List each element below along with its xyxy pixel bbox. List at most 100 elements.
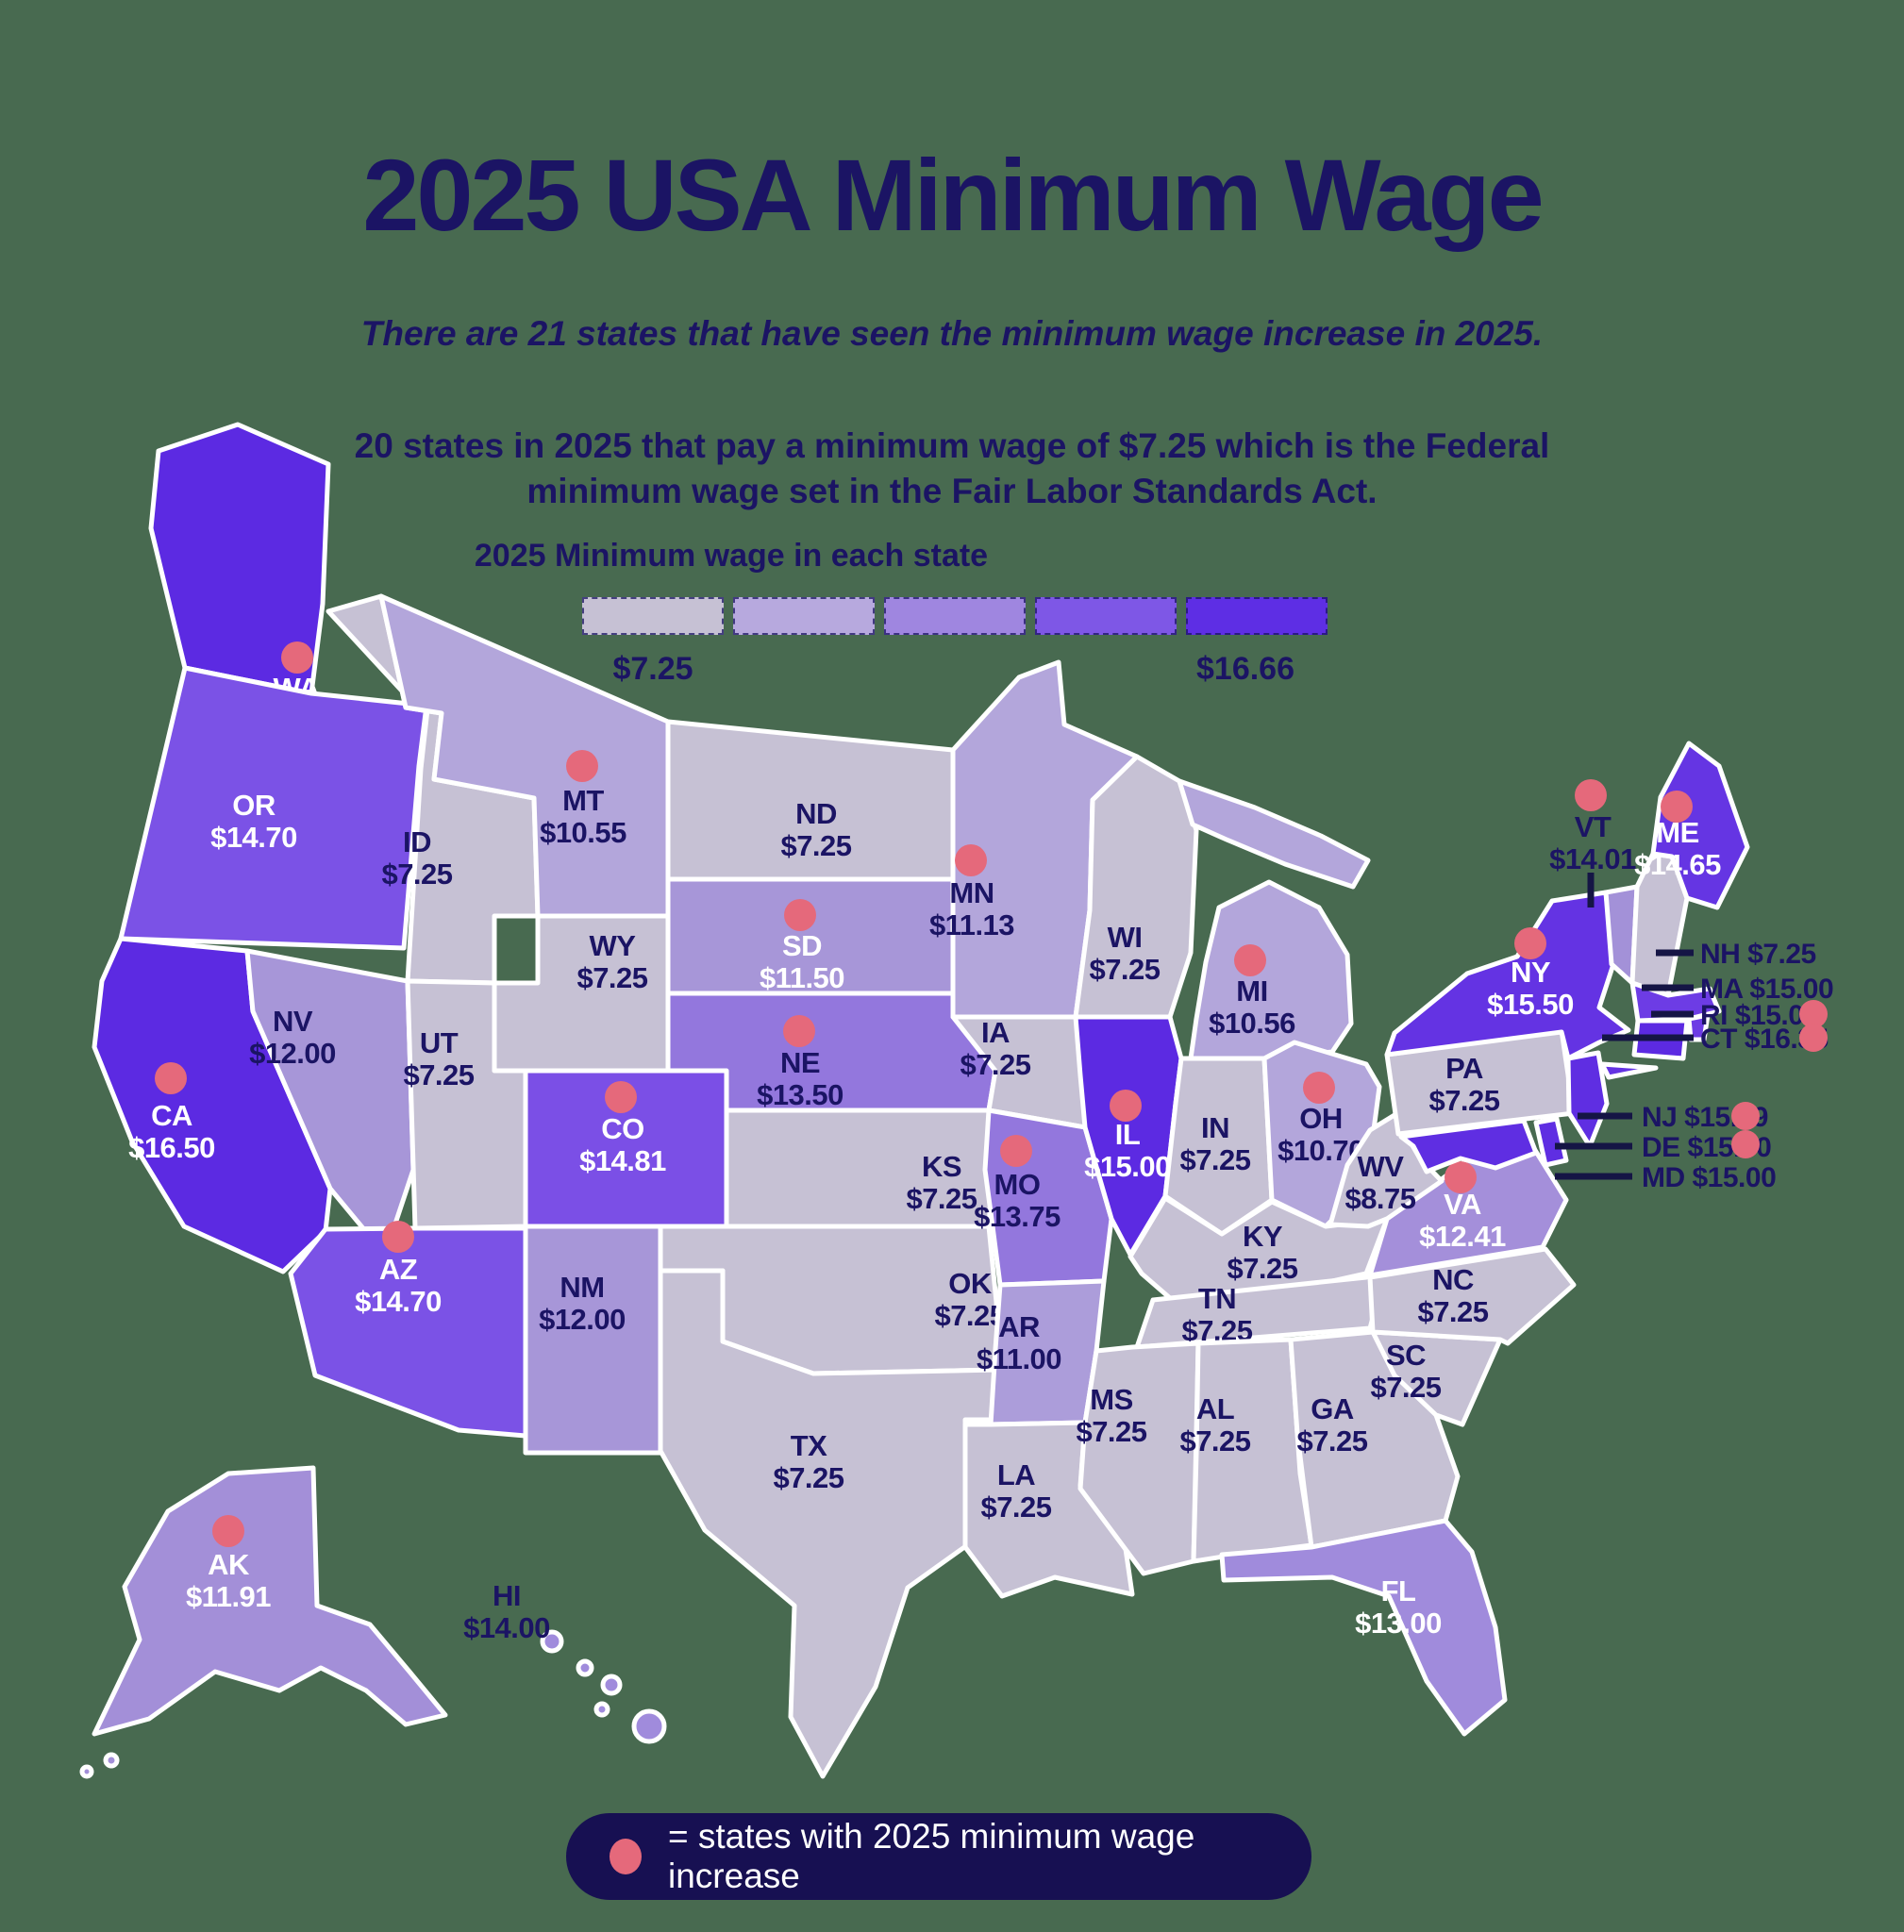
state-abbr-label-ks: KS [922, 1150, 961, 1183]
state-abbr-label-ca: CA [151, 1099, 192, 1132]
state-wage-label-pa: $7.25 [1428, 1084, 1499, 1117]
state-wage-label-co: $14.81 [579, 1144, 666, 1177]
state-ny: NY$15.50 [1384, 890, 1659, 1080]
state-wage-label-wi: $7.25 [1089, 953, 1160, 986]
state-abbr-label-il: IL [1115, 1118, 1141, 1151]
increase-dot-mn [955, 844, 987, 876]
increase-dot-co [605, 1081, 637, 1113]
state-abbr-label-sd: SD [782, 929, 822, 962]
state-wage-label-nm: $12.00 [539, 1303, 626, 1336]
state-wage-label-ia: $7.25 [960, 1048, 1030, 1081]
state-wage-label-al: $7.25 [1179, 1424, 1250, 1457]
state-wage-label-ok: $7.25 [934, 1299, 1005, 1332]
state-co: CO$14.81 [523, 1068, 729, 1229]
state-or: OR$14.70 [118, 665, 429, 951]
state-md [1398, 1118, 1539, 1174]
legend-title: 2025 Minimum wage in each state [474, 538, 989, 574]
state-va: VA$12.41 [1367, 1129, 1569, 1278]
state-abbr-label-ms: MS [1090, 1383, 1133, 1416]
callout-ma: MA $15.00 [1642, 974, 1834, 1005]
state-abbr-label-ak: AK [208, 1548, 250, 1581]
state-wage-label-va: $12.41 [1419, 1220, 1506, 1253]
state-nm: NM$12.00 [523, 1224, 663, 1456]
state-abbr-label-wy: WY [590, 929, 637, 962]
state-abbr-label-wv: WV [1358, 1150, 1405, 1183]
state-wage-label-ak: $11.91 [186, 1580, 271, 1613]
legend-swatch-2 [733, 597, 875, 635]
state-mo: MO$13.75 [974, 1108, 1114, 1288]
state-abbr-label-ne: NE [780, 1046, 820, 1079]
state-pa: PA$7.25 [1384, 1027, 1577, 1137]
northeast-callouts: NH $7.25 MA $15.00 RI $15.00 CT $16.35 N… [1555, 939, 1834, 1193]
state-abbr-label-mt: MT [562, 784, 604, 817]
increase-dot-mt [566, 750, 598, 782]
subtitle: There are 21 states that have seen the m… [360, 314, 1544, 353]
state-ak: AK$11.91 [79, 1465, 448, 1779]
state-wage-label-sc: $7.25 [1370, 1371, 1441, 1404]
increase-dot-nj [1731, 1102, 1760, 1130]
description: 20 states in 2025 that pay a minimum wag… [354, 426, 1550, 511]
state-wage-label-mo: $13.75 [974, 1200, 1061, 1233]
state-abbr-label-pa: PA [1445, 1052, 1483, 1085]
state-abbr-label-la: LA [997, 1458, 1035, 1491]
state-wage-label-ga: $7.25 [1296, 1424, 1367, 1457]
legend-swatch-3 [884, 597, 1026, 635]
state-me: ME$14.65 [1634, 741, 1750, 910]
state-hi: HI$14.00 [463, 1579, 667, 1744]
state-wage-label-wy: $7.25 [576, 961, 647, 994]
state-abbr-label-ok: OK [948, 1267, 993, 1300]
state-wi: WI$7.25 [1073, 754, 1199, 1020]
state-wage-label-id: $7.25 [381, 858, 452, 891]
state-wage-label-ky: $7.25 [1227, 1252, 1297, 1285]
state-abbr-label-oh: OH [1299, 1102, 1343, 1135]
increase-dot-vt [1575, 779, 1607, 811]
state-wage-label-ny: $15.50 [1487, 988, 1574, 1021]
state-wage-label-la: $7.25 [980, 1491, 1051, 1524]
state-wv: WV$8.75 [1328, 1112, 1445, 1229]
state-abbr-label-nv: NV [273, 1005, 313, 1038]
state-nc: NC$7.25 [1367, 1246, 1577, 1346]
state-abbr-label-nc: NC [1432, 1263, 1474, 1296]
callout-de: DE $15.00 [1555, 1130, 1772, 1163]
state-abbr-label-ar: AR [998, 1310, 1040, 1343]
increase-dot-ct [1799, 1024, 1828, 1052]
increase-dot-ne [783, 1015, 815, 1047]
state-nj [1565, 1050, 1610, 1149]
state-abbr-label-az: AZ [379, 1253, 418, 1286]
state-ri [1686, 1012, 1711, 1042]
state-tx: TX$7.25 [658, 1268, 1003, 1779]
state-la: LA$7.25 [962, 1420, 1135, 1599]
increase-dot-az [382, 1221, 414, 1253]
increase-dot-de [1731, 1130, 1760, 1158]
state-wage-label-sd: $11.50 [760, 961, 844, 994]
state-abbr-label-hi: HI [493, 1579, 521, 1612]
state-wage-label-mn: $11.13 [929, 908, 1014, 941]
callout-label-nh: NH $7.25 [1700, 939, 1816, 970]
state-wage-label-mi: $10.56 [1209, 1007, 1295, 1040]
state-abbr-label-al: AL [1196, 1392, 1234, 1425]
legend-swatch-5 [1186, 597, 1328, 635]
state-abbr-label-in: IN [1201, 1111, 1229, 1144]
state-wage-label-ks: $7.25 [906, 1182, 977, 1215]
legend-max-label: $16.66 [1196, 651, 1294, 687]
state-wage-label-ar: $11.00 [977, 1342, 1061, 1375]
state-wage-label-nd: $7.25 [780, 829, 851, 862]
increase-dot-ri [1799, 1000, 1828, 1028]
legend-swatch-1 [582, 597, 724, 635]
state-abbr-label-ia: IA [981, 1016, 1010, 1049]
increase-legend-pill: = states with 2025 minimum wage increase [566, 1813, 1311, 1900]
state-abbr-label-mn: MN [949, 876, 994, 909]
state-fl: FL$13.00 [1219, 1518, 1508, 1737]
legend-color-scale [582, 597, 1328, 635]
state-wage-label-mt: $10.55 [540, 816, 626, 849]
increase-dot-va [1445, 1161, 1477, 1193]
callout-label-md: MD $15.00 [1642, 1162, 1776, 1193]
increase-dot-ak [212, 1515, 244, 1547]
state-mn: MN$11.13 [929, 659, 1140, 1020]
increase-dot-sd [784, 899, 816, 931]
state-wage-label-nc: $7.25 [1417, 1295, 1488, 1328]
increase-dot-wa [281, 641, 313, 674]
callout-nj: NJ $15.49 [1578, 1102, 1768, 1133]
legend-min-label: $7.25 [612, 651, 693, 687]
increase-dot-icon [610, 1839, 642, 1874]
